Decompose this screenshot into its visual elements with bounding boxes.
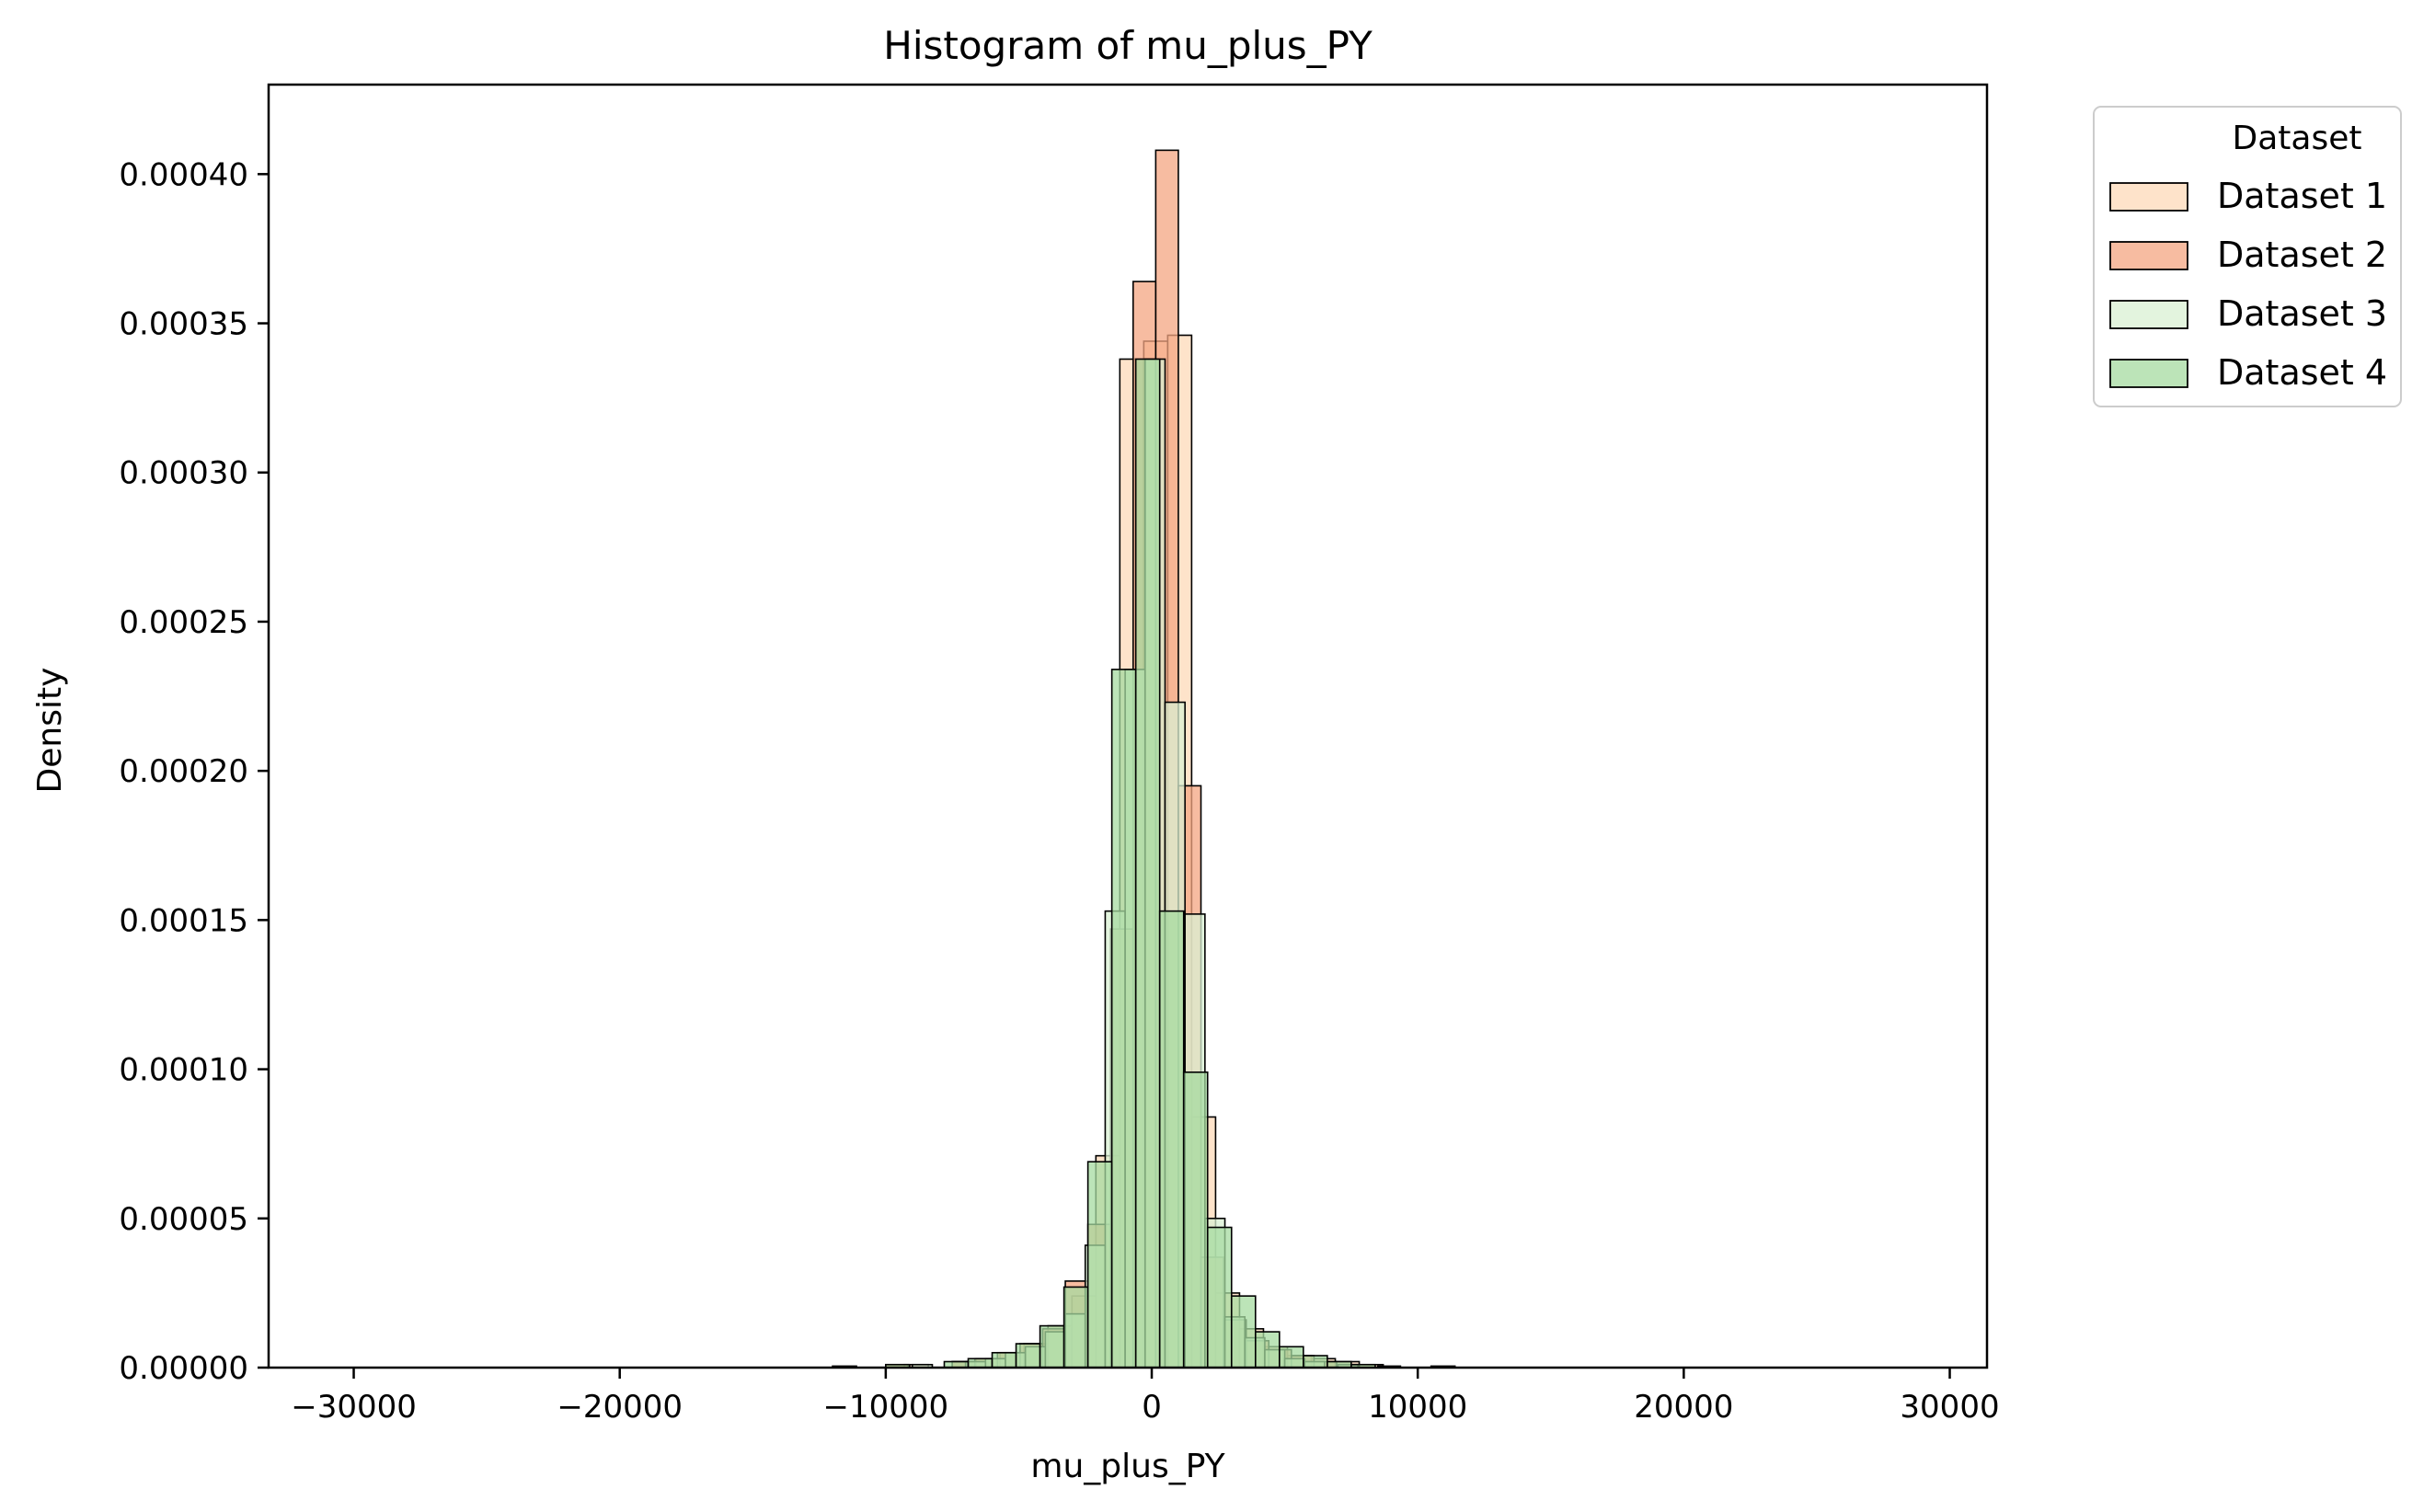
- legend-item: Dataset 2: [2109, 235, 2387, 275]
- x-axis-title: mu_plus_PY: [1030, 1448, 1225, 1485]
- legend-title: Dataset: [2233, 120, 2362, 157]
- x-tick-label: 10000: [1368, 1389, 1467, 1426]
- y-axis-title: Density: [31, 668, 69, 794]
- legend-swatch: [2109, 359, 2188, 388]
- series-4-bars: [885, 358, 1376, 1369]
- legend-label: Dataset 2: [2217, 235, 2387, 275]
- histogram-bar: [1182, 1071, 1209, 1369]
- legend-swatch: [2109, 182, 2188, 212]
- x-tick-label: −20000: [557, 1389, 683, 1426]
- histogram-bar: [967, 1357, 994, 1369]
- y-tick-label: 0.00035: [119, 306, 248, 343]
- y-tick-label: 0.00000: [119, 1350, 248, 1387]
- histogram-bar: [1110, 669, 1137, 1369]
- histogram-bar: [1255, 1331, 1281, 1369]
- histogram-bar: [1134, 358, 1161, 1369]
- legend-swatch: [2109, 241, 2188, 270]
- legend-frame: [2093, 106, 2402, 407]
- histogram-bar: [1062, 1286, 1089, 1369]
- legend-label: Dataset 1: [2217, 176, 2387, 216]
- x-tick-label: −10000: [823, 1389, 949, 1426]
- chart-title: Histogram of mu_plus_PY: [883, 23, 1373, 68]
- y-tick-label: 0.00030: [119, 455, 248, 492]
- legend-item: Dataset 1: [2109, 176, 2387, 216]
- y-tick-label: 0.00015: [119, 902, 248, 939]
- y-tick-label: 0.00010: [119, 1052, 248, 1089]
- histogram-bar: [1015, 1343, 1041, 1369]
- histogram-bar: [1206, 1226, 1233, 1369]
- x-tick-label: 0: [1142, 1389, 1162, 1426]
- histogram-bars: [832, 149, 1456, 1369]
- y-tick-label: 0.00040: [119, 156, 248, 193]
- y-tick-label: 0.00025: [119, 604, 248, 641]
- histogram-bar: [1039, 1324, 1065, 1369]
- legend-label: Dataset 3: [2217, 293, 2387, 334]
- x-axis-ticks: −30000 −20000 −10000 0 10000 20000 30000: [291, 1368, 2000, 1426]
- y-axis-ticks: 0.00000 0.00005 0.00010 0.00015 0.00020 0.000…: [119, 156, 269, 1387]
- legend-item: Dataset 3: [2109, 293, 2387, 334]
- legend-label: Dataset 4: [2217, 352, 2387, 393]
- legend-swatch: [2109, 300, 2188, 329]
- histogram-bar: [991, 1351, 1017, 1369]
- histogram-bar: [1230, 1295, 1257, 1369]
- histogram-bar: [1086, 1161, 1113, 1369]
- x-tick-label: 20000: [1634, 1389, 1733, 1426]
- x-tick-label: 30000: [1900, 1389, 1999, 1426]
- histogram-bar: [1158, 910, 1185, 1369]
- y-tick-label: 0.00005: [119, 1201, 248, 1238]
- x-tick-label: −30000: [291, 1389, 417, 1426]
- legend-items: Dataset 1 Dataset 2 Dataset 3 Dataset 4: [2109, 176, 2387, 393]
- plot-area-frame: [267, 83, 1989, 1369]
- y-tick-label: 0.00020: [119, 753, 248, 790]
- legend-item: Dataset 4: [2109, 352, 2387, 393]
- histogram-bar: [1303, 1355, 1328, 1369]
- histogram-bar: [1279, 1346, 1304, 1369]
